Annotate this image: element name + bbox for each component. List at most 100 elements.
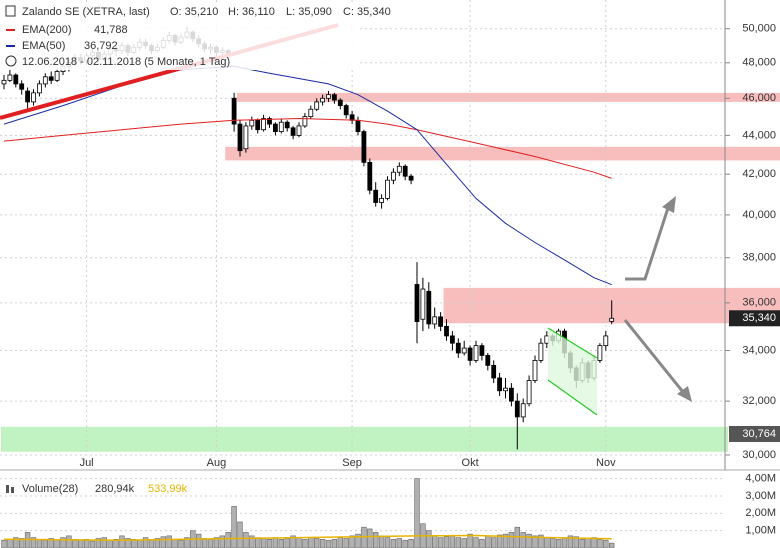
volume-bar [331,539,338,548]
candle-body [267,118,272,125]
candle-body [526,380,532,405]
candle-body [343,105,349,116]
volume-bar [390,539,397,548]
volume-bar [125,538,131,548]
volume-bar [343,538,349,548]
candle-body [31,92,36,103]
volume-bar [42,539,49,548]
channel-fill [548,328,597,415]
candle-body [420,288,426,320]
price-tag-label: 30,764 [742,428,776,440]
candle-body [479,345,485,356]
candle-body [390,171,396,181]
volume-bar [372,532,379,548]
price-tag [729,425,780,442]
x-tick-label: Nov [596,457,616,469]
candle-body [349,114,355,121]
volume-bar [296,537,302,548]
candle-body [243,125,249,150]
volume-bar [337,537,343,548]
volume-bar [160,536,166,548]
volume-bar [467,533,473,548]
zone [1,426,728,452]
candle-body [249,119,255,127]
volume-bar [95,538,102,548]
candle-body [461,347,467,354]
candle-body [308,108,314,118]
volume-bar [426,530,432,548]
volume-bar [461,538,467,548]
candle-body [13,74,19,85]
candle-body [532,360,538,381]
volume-bar [231,506,237,548]
volume-icon [11,487,14,493]
candle-body [7,74,13,81]
candle-body [37,83,42,94]
volume-bar [573,536,580,548]
volume-bar [367,528,373,548]
volume-bar [1,539,7,548]
candle-body [491,364,497,379]
candle-body [54,71,60,81]
volume-bar [514,526,521,548]
volume-bar [597,539,603,548]
candle-body [284,121,290,129]
volume-bar [538,534,544,548]
x-tick-label: Aug [207,457,227,469]
candle-body [237,123,243,152]
arrow-head [662,196,676,213]
candle-body [396,165,402,173]
candle-body [467,347,473,361]
legend-background [0,2,360,70]
volume-bar [36,539,43,548]
volume-bar [496,534,503,548]
legend-value: 36,792 [84,40,118,52]
candle-body [361,131,367,163]
volume-bar [119,535,125,548]
volume-bar [101,537,108,548]
candle-body [367,161,373,191]
volume-bar [490,537,497,548]
volume-bar [278,539,284,548]
volume-bar [154,538,161,548]
volume-bar [78,539,84,548]
candle-body [19,83,25,90]
candle-body [326,94,331,99]
legend-value: 41,788 [94,24,128,36]
candle-body [473,345,479,361]
volume-bar [555,539,562,548]
volume-bar [308,537,314,548]
volume-bar [18,538,25,548]
volume-bar [7,539,13,548]
candle-body [278,121,284,132]
volume-bar [520,532,526,548]
volume-bar [178,539,184,548]
legend-label: EMA(50) [22,40,65,52]
volume-bar [384,537,391,548]
volume-icon [6,485,9,493]
price-tag [729,310,780,327]
volume-bar [166,535,172,548]
volume-bar [319,539,326,548]
candle-body [408,175,414,181]
volume-bar [455,537,461,548]
y-tick-label: 36,000 [742,297,776,309]
y-tick-label: 34,000 [742,344,776,356]
volume-bar [579,539,585,548]
candle-body [337,99,343,106]
candle-body [449,335,455,344]
volume-bar [414,478,420,548]
volume-bar [508,532,515,548]
volume-average: 533,99k [148,483,188,495]
legend-label: EMA(200) [22,24,72,36]
candle-body [438,316,444,327]
volume-bar [544,537,550,548]
candle-body [538,342,544,361]
y-tick-label: 2,00M [745,507,776,519]
y-tick-label: 1,00M [745,525,776,537]
volume-bar [201,538,208,548]
channel-line [547,327,598,359]
candle-body [603,335,609,347]
